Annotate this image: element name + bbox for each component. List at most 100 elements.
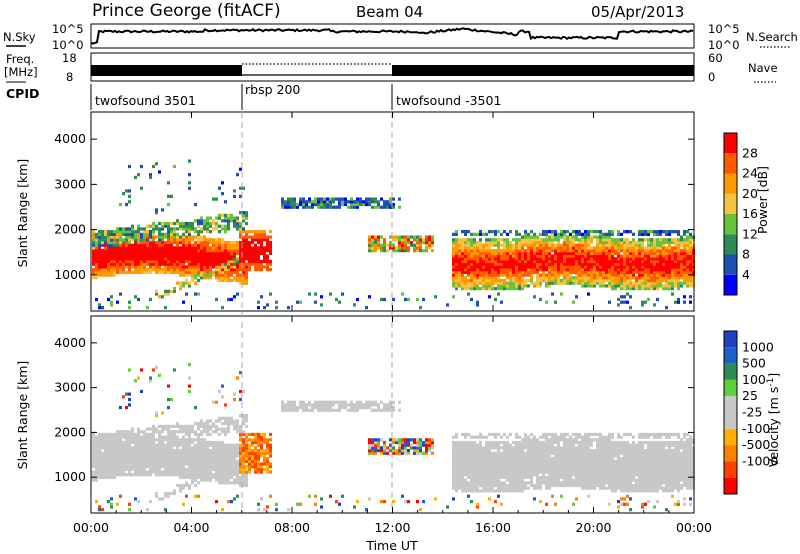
power-cell [656,265,659,269]
power-cell [131,249,134,253]
power-cell [680,281,683,285]
velocity-cell [167,454,170,458]
velocity-cell [488,448,491,453]
power-cell [395,246,398,250]
velocity-cell [149,376,152,380]
velocity-cell [482,462,485,466]
power-cell [584,240,587,245]
power-cell [95,259,98,264]
velocity-cell [209,478,212,482]
velocity-cell [371,446,374,450]
power-cell [425,246,428,250]
velocity-cell [146,508,149,512]
power-cell [674,268,677,272]
power-cell [515,265,518,269]
power-cell [221,278,224,283]
power-cell [518,257,521,261]
power-cell [242,227,245,231]
power-cell [152,265,155,269]
power-cell [170,230,173,234]
power-cell [515,270,518,274]
power-cell [167,227,170,231]
power-cell [290,205,293,209]
power-cell [338,202,341,207]
velocity-cell [374,451,377,455]
power-cell [455,287,458,291]
velocity-cell [194,448,197,453]
power-cell [503,273,506,277]
power-cell [488,276,491,280]
velocity-cell [353,505,356,509]
power-cell [152,254,155,258]
power-cell [605,235,608,239]
power-cell [221,240,224,245]
power-cell [530,278,533,283]
power-cell [140,164,143,169]
power-cell [161,295,164,299]
power-cell [662,265,665,269]
velocity-cell [374,403,377,407]
power-cell [221,262,224,266]
velocity-cell [245,481,248,485]
velocity-cell [122,435,125,439]
power-cell [287,205,290,209]
power-cell [644,232,647,236]
power-cell [497,273,500,277]
power-cell [110,235,113,239]
power-cell [497,292,500,296]
velocity-cell [230,443,233,447]
velocity-cell [233,419,236,423]
power-cell [98,262,101,266]
power-cell [173,221,176,226]
power-cell [653,249,656,253]
power-cell [95,270,98,274]
power-cell [164,243,167,247]
velocity-cell [155,427,158,431]
velocity-cell [236,427,239,431]
power-cell [467,238,470,242]
velocity-cell [170,440,173,445]
velocity-cell [131,465,134,469]
power-cell [596,238,599,242]
velocity-cell [143,465,146,469]
velocity-cell [233,424,236,428]
velocity-cell [233,465,236,469]
power-cell [275,306,278,310]
power-cell [227,268,230,272]
power-cell [554,249,557,253]
velocity-cell [473,451,476,455]
velocity-cell [134,446,137,450]
power-cell [215,216,218,220]
velocity-cell [128,465,131,469]
power-cell [452,249,455,253]
power-cell [494,297,497,302]
power-cell [233,251,236,255]
power-cell [599,232,602,236]
power-cell [233,295,236,299]
power-cell [293,200,296,204]
power-cell [503,230,506,234]
velocity-cell [131,457,134,461]
power-cell [167,238,170,242]
power-cell [647,281,650,285]
power-cell [413,243,416,247]
power-cell [665,257,668,261]
power-cell [512,278,515,283]
velocity-cell [230,419,233,423]
power-cell [248,235,251,239]
velocity-cell [155,443,158,447]
velocity-cell [233,427,236,431]
power-cell [116,265,119,269]
velocity-cell [215,440,218,445]
power-cell [548,278,551,283]
power-cell [146,262,149,266]
power-cell [617,251,620,255]
power-cell [599,238,602,242]
velocity-cell [497,494,500,498]
velocity-cell [95,446,98,450]
velocity-cell [482,459,485,463]
velocity-cell [143,446,146,450]
power-cell [131,224,134,228]
velocity-cell [410,438,413,442]
power-cell [629,254,632,258]
